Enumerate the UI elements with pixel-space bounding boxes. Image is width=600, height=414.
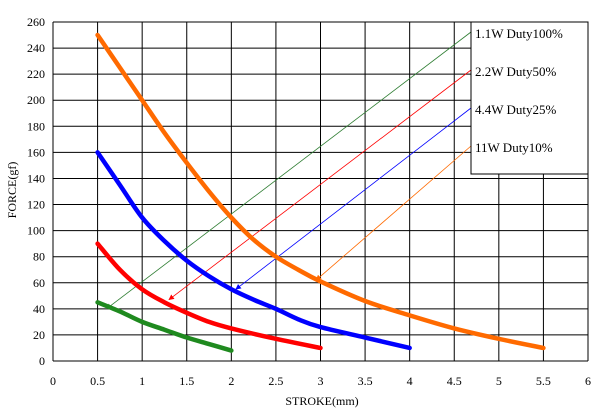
x-tick-label: 4 xyxy=(407,374,413,388)
legend-box xyxy=(470,21,589,175)
legend-arrow xyxy=(315,145,472,281)
y-tick-label: 100 xyxy=(27,224,45,238)
series-line-3 xyxy=(95,300,234,353)
legend: 1.1W Duty100% 2.2W Duty50% 4.4W Duty25% 11W… xyxy=(470,21,589,175)
y-tick-label: 260 xyxy=(27,15,45,29)
x-tick-label: 1 xyxy=(139,374,145,388)
legend-entry: 11W Duty10% xyxy=(475,140,553,155)
legend-entry: 2.2W Duty50% xyxy=(475,64,557,79)
x-tick-label: 5.5 xyxy=(536,374,551,388)
y-tick-label: 20 xyxy=(33,328,45,342)
x-tick-label: 3 xyxy=(318,374,324,388)
y-axis-label: FORCE(gf) xyxy=(5,162,19,219)
y-tick-label: 80 xyxy=(33,250,45,264)
legend-arrows xyxy=(106,31,472,310)
legend-arrow xyxy=(235,107,472,290)
y-tick-label: 0 xyxy=(39,354,45,368)
x-tick-label: 0.5 xyxy=(90,374,105,388)
legend-entry: 1.1W Duty100% xyxy=(475,26,563,41)
x-tick-label: 2 xyxy=(228,374,234,388)
x-tick-label: 0 xyxy=(50,374,56,388)
y-tick-label: 120 xyxy=(27,198,45,212)
y-tick-label: 220 xyxy=(27,67,45,81)
x-tick-label: 4.5 xyxy=(447,374,462,388)
x-tick-label: 1.5 xyxy=(179,374,194,388)
y-tick-label: 200 xyxy=(27,93,45,107)
y-tick-label: 40 xyxy=(33,302,45,316)
series-line-2 xyxy=(95,241,323,351)
x-tick-label: 3.5 xyxy=(358,374,373,388)
y-tick-label: 160 xyxy=(27,145,45,159)
x-axis-label: STROKE(mm) xyxy=(285,394,358,408)
legend-arrow xyxy=(106,31,472,310)
y-tick-label: 140 xyxy=(27,171,45,185)
y-tick-label: 60 xyxy=(33,276,45,290)
series-lines xyxy=(95,32,546,353)
x-tick-label: 5 xyxy=(496,374,502,388)
series-line-1 xyxy=(95,150,412,351)
legend-entry: 4.4W Duty25% xyxy=(475,102,557,117)
legend-arrow xyxy=(168,69,472,301)
x-tick-label: 6 xyxy=(585,374,591,388)
y-tick-label: 240 xyxy=(27,41,45,55)
tick-labels: 0 0.5 1 1.5 2 2.5 3 3.5 4 4.5 5 5.5 6020406080100120… xyxy=(27,15,591,388)
series-line-0 xyxy=(95,32,546,351)
x-tick-label: 2.5 xyxy=(268,374,283,388)
y-tick-label: 180 xyxy=(27,119,45,133)
